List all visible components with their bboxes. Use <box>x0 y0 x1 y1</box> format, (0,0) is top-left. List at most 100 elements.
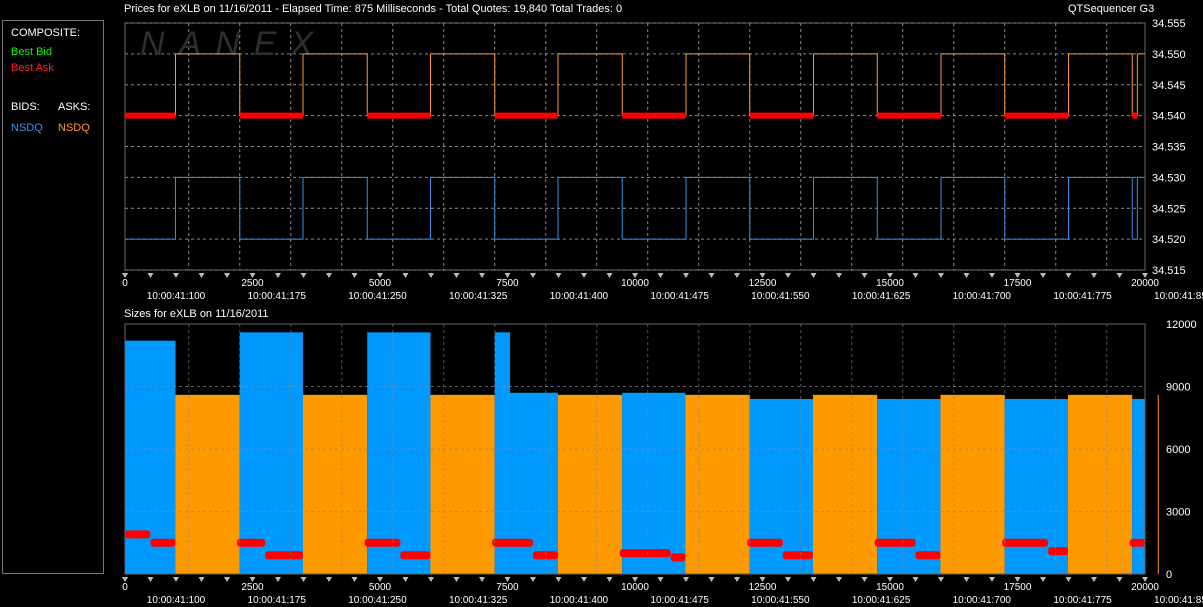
bid-size-bar <box>494 332 511 574</box>
best-bid-label[interactable]: Best Bid <box>11 46 52 58</box>
composite-size-marker <box>1048 547 1068 556</box>
price-x-marker <box>785 273 791 278</box>
size-x-marker <box>683 577 689 582</box>
price-x-marker <box>1014 273 1021 278</box>
ask-size-bar <box>1067 394 1133 574</box>
price-x-marker <box>300 273 307 278</box>
size-x-marker <box>989 577 995 582</box>
bid-size-bar <box>622 392 686 574</box>
size-y-tick: 3000 <box>1166 507 1190 519</box>
size-x-marker <box>351 577 358 582</box>
composite-size-marker <box>150 538 176 547</box>
price-x-marker <box>198 273 205 278</box>
size-x-marker <box>785 577 791 582</box>
bid-size-bar <box>877 399 941 574</box>
price-x-marker <box>887 273 893 278</box>
size-x-marker <box>606 577 613 582</box>
price-y-tick: 34.550 <box>1152 49 1186 61</box>
size-time-label: 10:00:41:100 <box>147 595 206 606</box>
sizes-chart-title: Sizes for eXLB on 11/16/2011 <box>124 308 269 320</box>
size-x-marker <box>734 577 740 582</box>
size-x-marker <box>963 577 970 582</box>
price-x-marker <box>912 273 919 278</box>
best-ask-label[interactable]: Best Ask <box>11 62 54 74</box>
size-x-marker <box>530 577 536 582</box>
size-x-marker <box>402 577 409 582</box>
size-x-marker <box>1091 577 1097 582</box>
bids-label: BIDS: <box>11 101 40 113</box>
price-x-marker <box>147 273 154 278</box>
size-time-label: 10:00:41:625 <box>852 595 911 606</box>
size-x-marker <box>1065 577 1072 582</box>
ask-size-bar <box>1157 394 1159 574</box>
size-x-marker <box>377 577 383 582</box>
ask-size-bar <box>557 394 623 574</box>
size-x-marker <box>275 577 281 582</box>
price-x-marker <box>1091 273 1097 278</box>
bid-exchange-nsdq[interactable]: NSDQ <box>11 122 43 134</box>
ask-size-bar <box>430 394 495 574</box>
size-x-tick: 0 <box>122 582 128 593</box>
price-x-tick: 17500 <box>1004 278 1032 289</box>
price-x-tick: 5000 <box>369 278 392 289</box>
size-x-marker <box>861 577 868 582</box>
size-x-marker <box>1116 577 1123 582</box>
size-x-marker <box>198 577 205 582</box>
price-y-tick: 34.535 <box>1152 142 1186 154</box>
price-x-marker <box>963 273 970 278</box>
ask-exchange-nsdq[interactable]: NSDQ <box>58 122 90 134</box>
size-x-marker <box>147 577 154 582</box>
price-x-marker <box>122 273 128 278</box>
price-x-marker <box>606 273 613 278</box>
composite-size-marker <box>492 538 533 547</box>
size-x-tick: 10000 <box>621 582 649 593</box>
composite-size-marker <box>619 549 671 558</box>
price-y-tick: 34.530 <box>1152 172 1186 184</box>
price-time-label: 10:00:41:850 <box>1154 291 1203 302</box>
size-x-marker <box>657 577 664 582</box>
size-time-label: 10:00:41:325 <box>449 595 508 606</box>
composite-size-marker <box>237 538 266 547</box>
size-x-marker <box>173 577 179 582</box>
size-time-label: 10:00:41:400 <box>550 595 609 606</box>
ask-size-bar <box>175 394 240 574</box>
composite-size-marker <box>915 551 941 560</box>
composite-size-marker <box>747 538 783 547</box>
size-x-marker <box>428 577 434 582</box>
ask-size-bar <box>685 394 750 574</box>
size-time-label: 10:00:41:775 <box>1053 595 1112 606</box>
price-y-tick: 34.540 <box>1152 111 1186 123</box>
price-x-tick: 2500 <box>241 278 264 289</box>
price-x-tick: 20000 <box>1131 278 1159 289</box>
size-y-tick: 0 <box>1166 569 1172 581</box>
price-x-marker <box>657 273 664 278</box>
price-x-marker <box>479 273 485 278</box>
size-y-tick: 6000 <box>1166 444 1190 456</box>
price-time-label: 10:00:41:550 <box>751 291 810 302</box>
size-x-tick: 12500 <box>749 582 777 593</box>
composite-size-marker <box>1002 538 1049 547</box>
price-y-tick: 34.555 <box>1152 18 1186 30</box>
size-x-marker <box>912 577 919 582</box>
price-x-marker <box>453 273 460 278</box>
price-x-marker <box>504 273 511 278</box>
price-x-marker <box>759 273 766 278</box>
size-x-marker <box>581 577 587 582</box>
size-x-tick: 7500 <box>496 582 519 593</box>
size-x-marker <box>1142 577 1148 582</box>
bid-price-line <box>125 176 1145 240</box>
price-y-tick: 34.520 <box>1152 234 1186 246</box>
size-x-marker <box>249 577 256 582</box>
composite-label: COMPOSITE: <box>11 27 81 39</box>
price-time-label: 10:00:41:325 <box>449 291 508 302</box>
size-x-marker <box>708 577 715 582</box>
size-time-label: 10:00:41:700 <box>953 595 1012 606</box>
price-x-marker <box>326 273 332 278</box>
price-y-tick: 34.525 <box>1152 203 1186 215</box>
composite-size-marker <box>400 551 431 560</box>
composite-size-marker <box>1129 538 1145 547</box>
price-x-tick: 7500 <box>496 278 519 289</box>
price-x-marker <box>836 273 842 278</box>
size-x-marker <box>504 577 511 582</box>
